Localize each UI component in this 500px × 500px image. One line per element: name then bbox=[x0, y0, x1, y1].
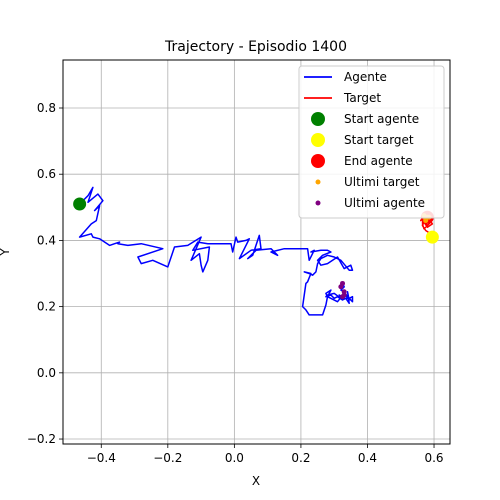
legend-swatch-ultimi-target bbox=[315, 179, 321, 185]
x-axis-label: X bbox=[252, 474, 260, 488]
legend-label-start-agente: Start agente bbox=[344, 112, 419, 126]
x-tick-label: 0.6 bbox=[424, 451, 443, 465]
legend-label-ultimi-target: Ultimi target bbox=[344, 175, 420, 189]
y-tick-label: 0.6 bbox=[37, 167, 56, 181]
legend-swatch-end-agente bbox=[311, 154, 325, 168]
x-tick-label: −0.2 bbox=[153, 451, 182, 465]
x-tick-label: 0.2 bbox=[291, 451, 310, 465]
y-tick-label: 0.0 bbox=[37, 366, 56, 380]
legend-label-agente: Agente bbox=[344, 70, 387, 84]
point-start-agente bbox=[73, 197, 87, 211]
legend-label-ultimi-agente: Ultimi agente bbox=[344, 196, 425, 210]
legend-swatch-start-target bbox=[311, 133, 325, 147]
legend-box bbox=[298, 65, 445, 219]
legend-swatch-start-agente bbox=[311, 112, 325, 126]
plot-frame bbox=[62, 59, 451, 445]
y-tick-label: 0.2 bbox=[37, 300, 56, 314]
x-tick-label: 0.4 bbox=[358, 451, 377, 465]
legend-label-start-target: Start target bbox=[344, 133, 414, 147]
chart-title: Trajectory - Episodio 1400 bbox=[164, 39, 347, 55]
point-ultimi-target bbox=[423, 218, 429, 224]
y-axis-label: Y bbox=[0, 248, 12, 257]
series-line-agente bbox=[78, 186, 354, 316]
x-tick-label: −0.4 bbox=[87, 451, 116, 465]
x-axis-ticks: −0.4 −0.2 0.0 0.2 0.4 0.6 bbox=[87, 444, 444, 465]
y-tick-label: 0.4 bbox=[37, 233, 56, 247]
point-start-target bbox=[425, 230, 439, 244]
point-ultimi-agente bbox=[341, 292, 347, 298]
point-ultimi-agente bbox=[340, 280, 346, 286]
y-tick-label: 0.8 bbox=[37, 101, 56, 115]
legend-label-end-agente: End agente bbox=[344, 154, 413, 168]
y-axis-ticks: −0.2 0.0 0.2 0.4 0.6 0.8 bbox=[27, 101, 63, 446]
y-tick-label: −0.2 bbox=[27, 432, 56, 446]
legend-label-target: Target bbox=[343, 91, 381, 105]
legend-swatch-ultimi-agente bbox=[315, 200, 321, 206]
x-tick-label: 0.0 bbox=[225, 451, 244, 465]
legend: Agente Target Start agente Start target End … bbox=[298, 65, 445, 219]
